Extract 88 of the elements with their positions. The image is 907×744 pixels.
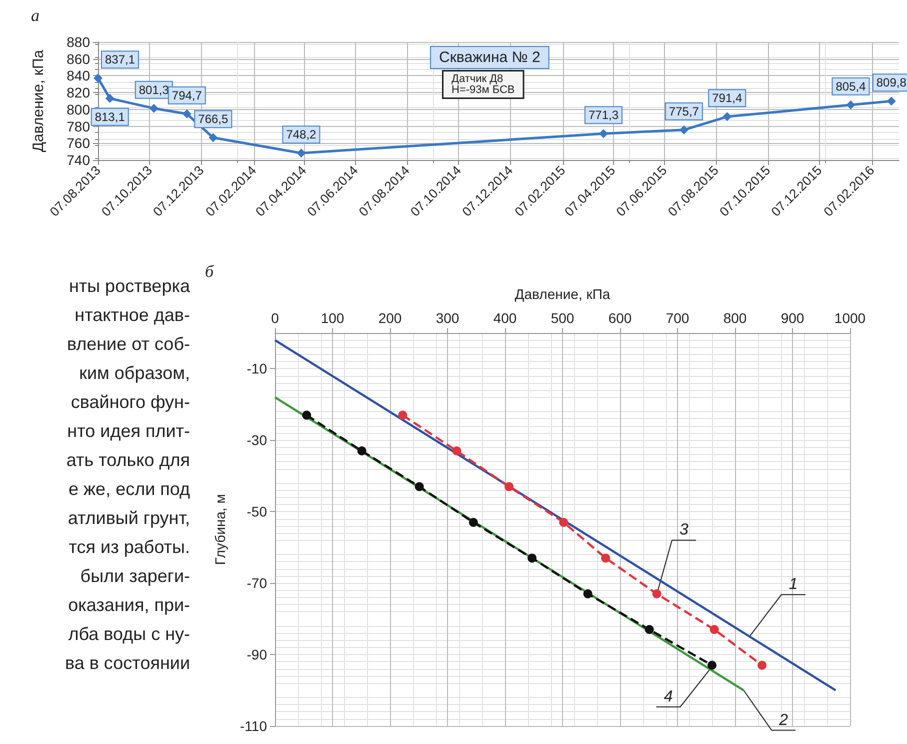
x-tick-label: 900 <box>780 310 804 326</box>
point <box>504 482 514 492</box>
point <box>652 589 662 598</box>
point <box>94 74 102 83</box>
point <box>601 554 610 563</box>
x-tick-label: 300 <box>436 310 460 326</box>
x-tick-label: 100 <box>320 310 344 326</box>
point <box>583 589 592 598</box>
point <box>398 410 408 420</box>
y-tick-label: 840 <box>66 68 90 84</box>
annotation: 3 <box>679 522 688 539</box>
data-label: 801,3 <box>138 82 170 97</box>
point <box>710 625 719 634</box>
point <box>149 104 158 113</box>
data-label: 791,4 <box>712 91 742 106</box>
y-tick-label: -70 <box>246 575 268 592</box>
y-tick-label: 820 <box>66 84 90 101</box>
text: ким образом, <box>78 362 190 385</box>
text: лба воды с ну- <box>67 623 190 646</box>
text: свайного фун- <box>70 391 190 414</box>
annotation: 2 <box>778 712 788 729</box>
x-tick-label: 600 <box>608 310 632 326</box>
point <box>708 660 716 670</box>
y-tick-label: 740 <box>66 152 90 168</box>
text: тся из работы. <box>68 536 190 559</box>
text: е же, если под <box>68 478 190 501</box>
point <box>302 410 312 420</box>
text: оказания, при- <box>67 594 190 617</box>
point <box>182 109 192 118</box>
point <box>357 446 366 456</box>
data-label: 766,5 <box>198 112 228 126</box>
point <box>598 129 608 138</box>
x-tick-label: 0 <box>271 310 280 326</box>
y-tick-label: 780 <box>66 118 90 134</box>
x-tick-label: 1000 <box>834 310 866 326</box>
point <box>679 125 688 134</box>
data-label: 771,3 <box>588 108 619 122</box>
text: нто идея плит- <box>66 420 190 443</box>
chart-title: б <box>205 262 214 281</box>
y-tick-label: -90 <box>246 646 268 663</box>
x-tick-label: 400 <box>493 310 517 326</box>
text: ать только для <box>65 449 190 472</box>
text: были зареги- <box>79 565 190 588</box>
data-label: 748,2 <box>286 128 317 142</box>
y-tick-label: -50 <box>246 504 268 520</box>
point <box>296 148 306 158</box>
y-axis-title: Давление, кПа <box>30 49 47 152</box>
x-axis-title: Давление, кПа <box>514 286 610 302</box>
y-tick-label: 800 <box>66 101 90 118</box>
text: атливый грунт, <box>66 507 190 530</box>
annotation: Датчик Д8 H=-93м БСВ <box>452 73 515 96</box>
data-label: 794,7 <box>172 88 202 102</box>
point <box>886 96 896 106</box>
point <box>105 94 114 103</box>
point <box>846 100 856 110</box>
point <box>559 518 568 527</box>
point <box>644 625 654 634</box>
x-tick-label: 500 <box>550 310 574 326</box>
point <box>208 133 218 142</box>
x-tick-label: 800 <box>723 310 747 326</box>
data-label: 809,8 <box>876 76 907 90</box>
x-tick-label: 200 <box>378 310 402 326</box>
data-label: 775,7 <box>668 104 700 118</box>
point <box>528 554 537 563</box>
y-tick-label: 880 <box>66 34 90 50</box>
x-tick-label: 700 <box>666 310 690 326</box>
point <box>468 518 478 527</box>
point <box>414 482 424 492</box>
annotation: Скважина № 2 <box>439 49 540 66</box>
y-tick-label: 760 <box>66 135 90 152</box>
annotation: 1 <box>788 576 798 594</box>
text: нты ростверка <box>68 275 190 298</box>
text: вление от соб- <box>66 333 190 356</box>
data-label: 813,1 <box>94 110 126 124</box>
y-axis-title: Глубина, м <box>212 494 228 565</box>
data-label: 805,4 <box>836 79 866 94</box>
y-tick-label: -110 <box>240 718 268 734</box>
y-tick-label: -10 <box>246 360 268 377</box>
text: ва в состоянии <box>64 652 190 675</box>
y-tick-label: 860 <box>66 50 90 67</box>
data-label: 837,1 <box>104 52 136 67</box>
text: нтактное дав- <box>74 304 190 327</box>
point <box>758 660 767 670</box>
point <box>452 446 462 456</box>
chart-title: а <box>31 6 40 25</box>
annotation: 4 <box>664 688 673 706</box>
y-tick-label: -30 <box>246 432 268 448</box>
point <box>722 112 732 122</box>
